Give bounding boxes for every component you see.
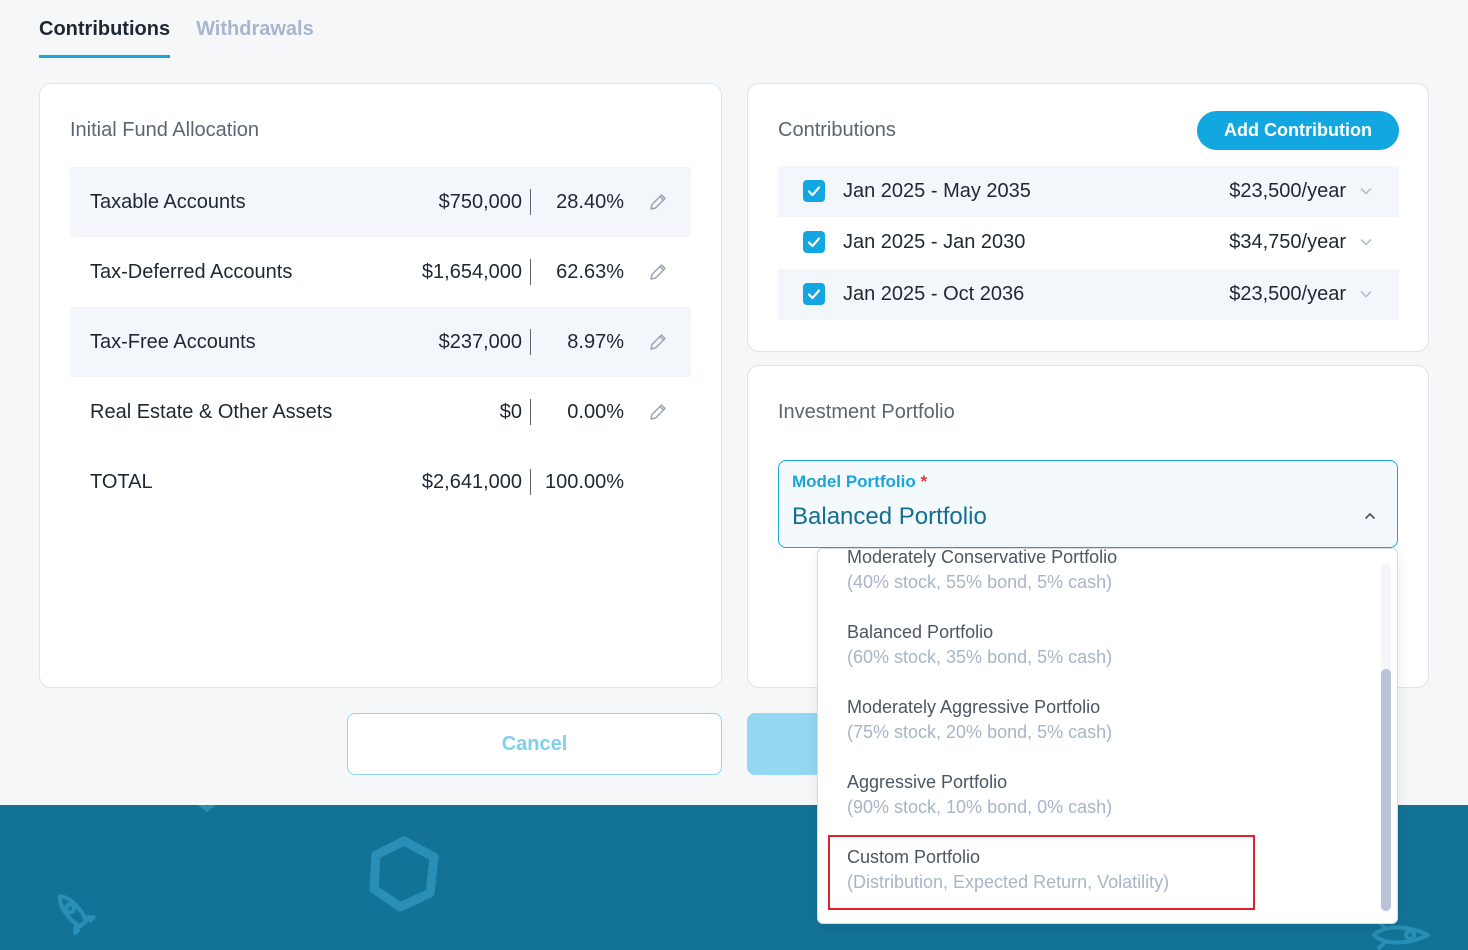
pencil-icon[interactable]	[648, 402, 668, 422]
hexagon-icon	[369, 836, 439, 912]
chevron-down-icon[interactable]	[1359, 235, 1373, 249]
portfolio-dropdown-list[interactable]: Moderately Conservative Portfolio (40% s…	[817, 548, 1398, 924]
tab-withdrawals[interactable]: Withdrawals	[196, 18, 314, 40]
allocation-card: Initial Fund Allocation Taxable Accounts…	[39, 83, 722, 688]
chevron-down-icon[interactable]	[1359, 287, 1373, 301]
rocket-icon	[57, 894, 96, 935]
allocation-row-amount: $237,000	[438, 330, 522, 353]
allocation-row-percent: 8.97%	[567, 330, 624, 353]
contribution-period: Jan 2025 - May 2035	[843, 180, 1031, 202]
checkbox-check-icon	[807, 186, 821, 197]
pencil-icon[interactable]	[648, 192, 668, 212]
allocation-total-label: TOTAL	[90, 470, 153, 493]
contribution-row[interactable]: Jan 2025 - May 2035 $23,500/year	[778, 166, 1399, 217]
pencil-icon[interactable]	[648, 262, 668, 282]
option-moderately-aggressive[interactable]: Moderately Aggressive Portfolio (75% sto…	[847, 695, 1112, 744]
contributions-card: Contributions Add Contribution Jan 2025 …	[747, 83, 1429, 352]
option-description: (40% stock, 55% bond, 5% cash)	[847, 572, 1113, 592]
divider	[530, 259, 531, 285]
model-portfolio-value: Balanced Portfolio	[792, 503, 987, 530]
contribution-amount: $34,750/year	[1229, 231, 1346, 253]
rocket-icon	[197, 805, 217, 813]
allocation-row-tax-free: Tax-Free Accounts $237,000 8.97%	[70, 307, 691, 377]
option-name: Balanced Portfolio	[847, 622, 994, 642]
model-portfolio-label: Model Portfolio *	[792, 472, 927, 492]
model-portfolio-label-text: Model Portfolio	[792, 472, 916, 491]
allocation-row-amount: $750,000	[438, 190, 522, 213]
option-name: Custom Portfolio	[847, 847, 981, 867]
contribution-amount: $23,500/year	[1229, 283, 1346, 305]
tab-bar: Contributions Withdrawals	[39, 0, 314, 58]
add-contribution-button[interactable]: Add Contribution	[1197, 111, 1399, 150]
option-custom[interactable]: Custom Portfolio (Distribution, Expected…	[847, 845, 1169, 894]
allocation-row-name: Real Estate & Other Assets	[90, 400, 333, 423]
allocation-title: Initial Fund Allocation	[70, 119, 260, 141]
allocation-row-amount: $1,654,000	[421, 260, 522, 283]
tab-contributions[interactable]: Contributions	[39, 0, 171, 58]
option-description: (75% stock, 20% bond, 5% cash)	[847, 722, 1113, 742]
allocation-row-tax-deferred: Tax-Deferred Accounts $1,654,000 62.63%	[70, 237, 691, 307]
contribution-row[interactable]: Jan 2025 - Oct 2036 $23,500/year	[778, 269, 1399, 320]
contribution-checkbox[interactable]	[803, 283, 825, 305]
allocation-row-name: Tax-Deferred Accounts	[90, 260, 293, 283]
checkbox-check-icon	[807, 237, 821, 248]
option-balanced[interactable]: Balanced Portfolio (60% stock, 35% bond,…	[847, 620, 1112, 669]
option-description: (60% stock, 35% bond, 5% cash)	[847, 647, 1113, 667]
required-mark: *	[920, 472, 928, 491]
allocation-total-amount: $2,641,000	[421, 470, 522, 493]
option-aggressive[interactable]: Aggressive Portfolio (90% stock, 10% bon…	[847, 770, 1112, 819]
model-portfolio-select[interactable]: Model Portfolio * Balanced Portfolio	[778, 460, 1398, 548]
scrollbar-thumb[interactable]	[1381, 669, 1391, 911]
divider	[530, 329, 531, 355]
divider	[530, 189, 531, 215]
contribution-row[interactable]: Jan 2025 - Jan 2030 $34,750/year	[778, 217, 1399, 268]
contribution-checkbox[interactable]	[803, 231, 825, 253]
allocation-row-percent: 0.00%	[567, 400, 624, 423]
contribution-amount: $23,500/year	[1229, 180, 1346, 202]
investment-portfolio-title: Investment Portfolio	[778, 401, 955, 423]
contribution-period: Jan 2025 - Oct 2036	[843, 283, 1025, 305]
divider	[530, 399, 531, 425]
contribution-checkbox[interactable]	[803, 180, 825, 202]
cancel-button[interactable]: Cancel	[347, 713, 722, 775]
allocation-row-name: Taxable Accounts	[90, 190, 246, 213]
option-name: Aggressive Portfolio	[847, 772, 1008, 792]
allocation-total-row: TOTAL $2,641,000 100.00%	[70, 447, 691, 517]
option-description: (Distribution, Expected Return, Volatili…	[847, 872, 1170, 892]
chevron-up-icon	[1364, 512, 1376, 520]
pencil-icon[interactable]	[648, 332, 668, 352]
selection-highlight	[828, 835, 1255, 910]
allocation-row-amount: $0	[499, 400, 522, 423]
chevron-down-icon[interactable]	[1359, 184, 1373, 198]
allocation-row-taxable: Taxable Accounts $750,000 28.40%	[70, 167, 691, 237]
allocation-row-percent: 62.63%	[556, 260, 624, 283]
option-name: Moderately Aggressive Portfolio	[847, 697, 1101, 717]
option-name: Moderately Conservative Portfolio	[847, 548, 1118, 567]
option-moderately-conservative[interactable]: Moderately Conservative Portfolio (40% s…	[847, 548, 1118, 594]
contributions-title: Contributions	[778, 119, 896, 141]
option-description: (90% stock, 10% bond, 0% cash)	[847, 797, 1113, 817]
divider	[530, 469, 531, 495]
checkbox-check-icon	[807, 289, 821, 300]
allocation-total-percent: 100.00%	[545, 470, 624, 493]
allocation-row-real-estate: Real Estate & Other Assets $0 0.00%	[70, 377, 691, 447]
allocation-row-percent: 28.40%	[556, 190, 624, 213]
contribution-period: Jan 2025 - Jan 2030	[843, 231, 1026, 253]
allocation-row-name: Tax-Free Accounts	[90, 330, 256, 353]
